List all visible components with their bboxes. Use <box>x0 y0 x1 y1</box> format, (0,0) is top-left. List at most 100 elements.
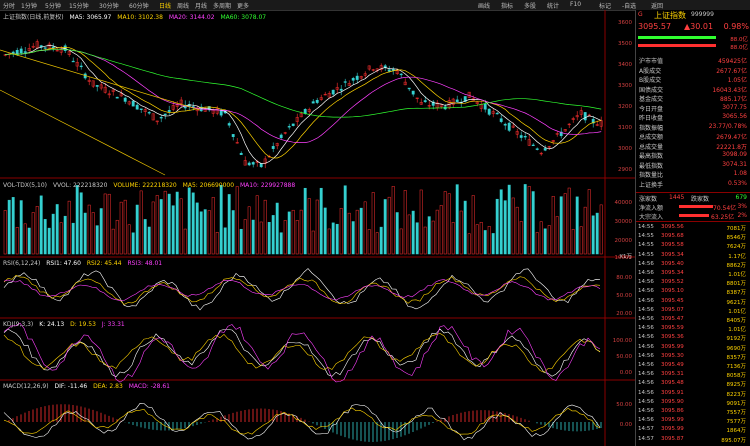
dea-label: DEA: 2.83 <box>93 383 123 390</box>
period-tab-7[interactable]: 周线 <box>177 3 190 10</box>
volume-bar <box>495 198 499 255</box>
tick-volume: 7624万 <box>726 244 747 251</box>
net-inflow-row: 净流入额 70.54亿 3% <box>639 203 749 212</box>
period-tab-10[interactable]: 更多 <box>237 3 250 10</box>
volume-bar <box>411 210 415 255</box>
toolbar-tool-6[interactable]: -自选 <box>622 3 637 10</box>
ma5-label: MA5: 3065.97 <box>69 14 112 21</box>
quote-row: 基金成交 885.17亿 <box>639 94 749 103</box>
candle-body <box>419 102 423 105</box>
toolbar-tool-5[interactable]: 标记 <box>599 3 612 10</box>
volume-bar <box>163 190 167 255</box>
price-axis-tick: 3500 <box>618 41 632 47</box>
volume-bar <box>499 189 503 255</box>
volume-bar <box>515 206 519 255</box>
period-tab-5[interactable]: 60分钟 <box>129 3 149 10</box>
volume-bar <box>239 228 243 255</box>
volume-bar <box>351 221 355 255</box>
period-toolbar: 分时 1分钟 5分钟 15分钟 30分钟 60分钟 日线 周线 月线 多周期 更多 画线 指标 多股 统计 F… <box>0 0 750 11</box>
candle-body <box>43 47 47 49</box>
quote-header: G 上证指数 999999 <box>636 10 750 20</box>
tick-price: 3095.47 <box>661 316 684 322</box>
volume-bar <box>395 212 399 255</box>
k-line <box>3 328 601 378</box>
macd-axis-tick: 50.00 <box>616 402 632 408</box>
buy-bar-value: 88.0亿 <box>730 37 748 43</box>
vol-ma10-label: MA10: 229927888 <box>239 182 296 189</box>
volume-bar <box>467 233 471 255</box>
chart-area[interactable]: 上证指数(日线,前复权) MA5: 3065.97 MA10: 3102.38 … <box>0 10 635 446</box>
candle-body <box>111 89 115 92</box>
toolbar-tool-1[interactable]: 指标 <box>501 3 514 10</box>
macd-panel-title: MACD(12,26,9) DIF: -11.46 DEA: 2.83 MACD… <box>3 383 174 390</box>
tick-price: 3095.99 <box>661 417 684 424</box>
volume-bar <box>327 228 331 255</box>
tick-price: 3095.52 <box>661 279 684 286</box>
code-prefix: G <box>638 11 643 18</box>
price-axis-tick: 2900 <box>618 167 632 173</box>
period-tab-0[interactable]: 分时 <box>3 3 16 10</box>
candle-body <box>519 135 523 138</box>
candle-body <box>483 103 487 110</box>
sell-bar <box>638 44 716 47</box>
tick-row: 14:56 3095.99 9690万 <box>638 344 748 352</box>
vol-title: VOL-TDX(5,10) <box>3 182 48 189</box>
volume-bar <box>23 223 27 255</box>
tick-time: 14:56 <box>638 380 654 387</box>
volume-bar <box>431 220 435 255</box>
quote-row-value: 16043.43亿 <box>712 86 747 94</box>
period-tab-2[interactable]: 5分钟 <box>45 3 61 10</box>
quote-row-value: 23.77/0.78% <box>708 122 747 130</box>
toolbar-tool-0[interactable]: 画线 <box>478 3 491 10</box>
tick-price: 3095.99 <box>661 343 684 350</box>
volume-bar <box>39 195 43 255</box>
quote-row: 昨日收盘 3065.56 <box>639 113 749 122</box>
period-tab-1[interactable]: 1分钟 <box>21 3 37 10</box>
volume-bar <box>167 193 171 255</box>
period-tab-6[interactable]: 日线 <box>159 3 172 10</box>
volume-bar <box>307 198 311 255</box>
candle-body <box>291 123 295 126</box>
tick-price: 3095.07 <box>661 306 684 313</box>
ma10-line <box>5 47 602 159</box>
candle-body <box>319 97 323 100</box>
period-tab-3[interactable]: 15分钟 <box>69 3 89 10</box>
candle-body <box>599 120 603 127</box>
kline-chart[interactable] <box>0 10 635 446</box>
volume-bar <box>479 221 483 255</box>
toolbar-tool-3[interactable]: 统计 <box>547 3 560 10</box>
candle-body <box>575 115 579 118</box>
volume-bar <box>219 185 223 255</box>
candle-body <box>551 140 555 142</box>
buy-sell-bars: 88.0亿 88.0亿 <box>638 35 748 53</box>
volume-bar <box>591 215 595 255</box>
volume-bar <box>271 215 275 255</box>
candle-body <box>439 104 443 107</box>
candle-body <box>87 79 91 82</box>
period-tab-8[interactable]: 月线 <box>195 3 208 10</box>
j-line <box>3 322 601 383</box>
big-in-label: 大宗流入 <box>639 214 664 221</box>
quote-row-label: 今日开盘 <box>639 105 664 113</box>
quote-panel: G 上证指数 999999 3095.57 ▲30.01 0.98% 88.0亿… <box>635 10 750 446</box>
toolbar-tool-7[interactable]: 返回 <box>651 3 664 10</box>
tick-volume: 1.01亿 <box>728 272 746 278</box>
toolbar-tool-4[interactable]: F10 <box>570 1 582 8</box>
tick-time: 14:56 <box>638 279 654 286</box>
toolbar-tool-2[interactable]: 多股 <box>524 3 537 10</box>
period-tab-9[interactable]: 多周期 <box>213 3 232 10</box>
period-tab-4[interactable]: 30分钟 <box>99 3 119 10</box>
tick-row: 14:56 3095.47 8405万 <box>638 316 748 324</box>
quote-row-label: 总成交量 <box>639 143 664 151</box>
volume-bar <box>579 226 583 255</box>
volume-bar <box>295 220 299 255</box>
candle-body <box>175 104 179 107</box>
tick-time: 14:57 <box>638 426 654 433</box>
volume-bar <box>107 193 111 255</box>
candle-body <box>299 113 303 118</box>
tick-time: 14:56 <box>638 334 654 341</box>
candle-body <box>315 99 319 103</box>
down-label: 跌家数 <box>691 196 710 203</box>
candle-body <box>31 45 35 48</box>
quote-row: 指数振幅 23.77/0.78% <box>639 122 749 132</box>
